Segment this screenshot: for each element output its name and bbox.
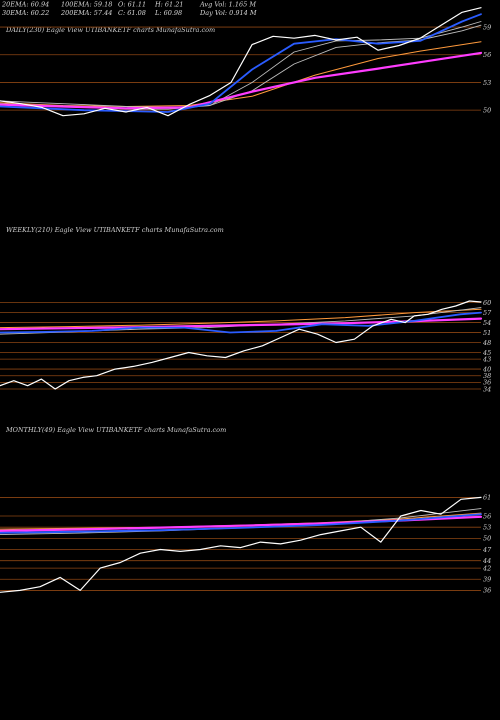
weekly-y-tick-label: 48 bbox=[482, 339, 491, 347]
monthly-y-tick-label: 53 bbox=[483, 523, 491, 531]
daily-ema-slow-line bbox=[0, 51, 483, 110]
monthly-price-line bbox=[0, 496, 482, 593]
daily-panel-title: DAILY(230) Eagle View UTIBANKETF charts … bbox=[5, 26, 215, 34]
monthly-y-tick-label: 42 bbox=[482, 564, 491, 572]
monthly-y-tick-label: 61 bbox=[483, 494, 491, 502]
weekly-y-tick-label: 38 bbox=[483, 372, 491, 380]
weekly-y-tick-label: 40 bbox=[482, 365, 491, 373]
header-stat-close: C: 61.08 bbox=[118, 9, 146, 17]
monthly-y-tick-label: 47 bbox=[482, 546, 492, 554]
daily-panel: DAILY(230) Eagle View UTIBANKETF charts … bbox=[0, 7, 491, 117]
monthly-y-tick-label: 50 bbox=[483, 535, 491, 543]
weekly-panel: WEEKLY(210) Eagle View UTIBANKETF charts… bbox=[0, 226, 492, 393]
weekly-price-line bbox=[0, 300, 482, 390]
daily-ema-fast-line bbox=[0, 13, 482, 113]
monthly-y-tick-label: 39 bbox=[483, 576, 491, 584]
weekly-y-tick-label: 43 bbox=[482, 355, 491, 363]
monthly-ema-fast-line bbox=[0, 513, 482, 534]
weekly-y-tick-label: 45 bbox=[482, 349, 491, 357]
monthly-y-tick-label: 36 bbox=[483, 587, 491, 595]
weekly-y-tick-label: 60 bbox=[483, 299, 491, 307]
monthly-y-tick-label: 44 bbox=[482, 557, 491, 565]
header-stat-open: O: 61.11 bbox=[118, 1, 146, 9]
weekly-y-tick-label: 51 bbox=[483, 329, 491, 337]
weekly-y-tick-label: 57 bbox=[483, 309, 492, 317]
weekly-ma-orange-line bbox=[0, 308, 482, 329]
daily-y-tick-label: 50 bbox=[483, 106, 491, 114]
header-stats: 20EMA: 60.94 100EMA: 59.18 O: 61.11 H: 6… bbox=[1, 1, 257, 18]
header-stat-high: H: 61.21 bbox=[154, 1, 184, 9]
header-stat-avg-vol: Avg Vol: 1.165 M bbox=[199, 1, 256, 9]
header-stat-100ema: 100EMA: 59.18 bbox=[61, 1, 112, 9]
weekly-y-tick-label: 36 bbox=[483, 379, 491, 387]
header-stat-30ema: 30EMA: 60.22 bbox=[2, 9, 49, 17]
weekly-y-tick-label: 54 bbox=[483, 319, 491, 327]
daily-y-tick-label: 59 bbox=[483, 23, 491, 31]
daily-y-tick-label: 56 bbox=[483, 51, 491, 59]
header-stat-200ema: 200EMA: 57.44 bbox=[60, 9, 112, 17]
header-stat-20ema: 20EMA: 60.94 bbox=[1, 1, 49, 9]
weekly-panel-title: WEEKLY(210) Eagle View UTIBANKETF charts… bbox=[6, 226, 224, 234]
daily-plot-area: 59 56 53 50 bbox=[0, 7, 491, 117]
header-stat-low: L: 60.98 bbox=[154, 9, 182, 17]
monthly-y-tick-label: 56 bbox=[483, 512, 491, 520]
daily-y-tick-label: 53 bbox=[483, 79, 491, 87]
weekly-ema-fast-line bbox=[0, 311, 482, 334]
daily-ma-orange-line bbox=[0, 41, 482, 107]
monthly-panel-title: MONTHLY(49) Eagle View UTIBANKETF charts… bbox=[5, 426, 226, 434]
monthly-panel: MONTHLY(49) Eagle View UTIBANKETF charts… bbox=[0, 426, 492, 595]
daily-price-line bbox=[0, 7, 482, 117]
header-stat-day-vol: Day Vol: 0.914 M bbox=[199, 9, 257, 17]
weekly-y-tick-label: 34 bbox=[483, 385, 491, 393]
